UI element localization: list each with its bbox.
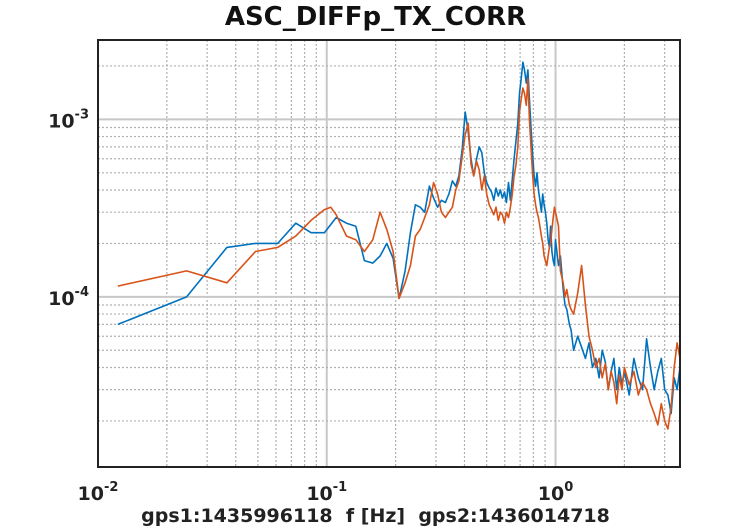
series-line-1 (117, 61, 681, 415)
y-tick-label: 10-4 (48, 285, 89, 310)
series-layer (117, 61, 681, 430)
x-axis-label: gps1:1435996118 f [Hz] gps2:1436014718 (141, 505, 610, 527)
y-tick-label: 10-3 (48, 107, 89, 132)
chart-title: ASC_DIFFp_TX_CORR (224, 2, 527, 32)
tick-labels: 10-2 10-1 100 10-4 10-3 (48, 107, 573, 505)
x-tick-label: 10-2 (78, 480, 119, 505)
series-line-2 (117, 77, 681, 430)
axes-box (97, 39, 681, 468)
x-tick-label: 10-1 (306, 480, 347, 505)
x-tick-label: 100 (538, 480, 574, 505)
grid (97, 40, 680, 467)
